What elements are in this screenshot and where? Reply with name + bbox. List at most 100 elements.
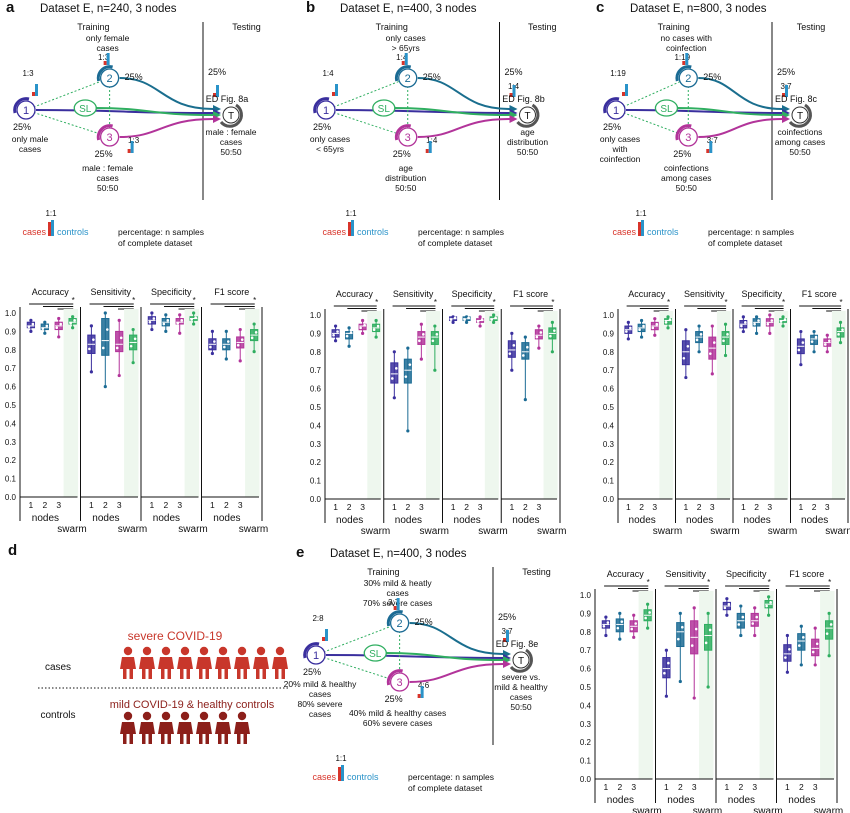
node-1-circle — [606, 100, 626, 120]
data-point — [710, 372, 714, 376]
data-point — [810, 340, 814, 343]
node3-ratio-controls-bar — [428, 141, 432, 153]
box — [836, 327, 845, 338]
node1-ratio-controls-bar — [335, 84, 338, 96]
cases-title: severe COVID-19 — [128, 629, 223, 643]
metric-title: F1 score — [802, 289, 837, 299]
data-point — [418, 339, 421, 343]
node-1-ring — [603, 97, 620, 114]
test-desc: mild & healthy — [494, 682, 548, 692]
x-tick-label: 2 — [405, 502, 410, 512]
data-point — [739, 633, 743, 638]
x-tick-label: 1 — [798, 502, 803, 512]
node2-ratio-cases-bar — [682, 61, 686, 65]
node2-ratio: 1:4 — [396, 53, 408, 62]
person-body — [215, 657, 231, 669]
data-point — [813, 663, 817, 667]
data-point — [799, 624, 803, 628]
data-point — [755, 615, 759, 619]
data-point — [751, 622, 755, 625]
x-tick-label: 3 — [652, 502, 657, 512]
y-tick-label: 0.7 — [5, 364, 17, 373]
testing-label: Testing — [232, 22, 261, 32]
node1-ratio-controls-bar — [325, 629, 328, 641]
swarm-shading — [638, 591, 654, 779]
data-point — [210, 329, 214, 333]
significance-star: * — [840, 298, 843, 307]
legend-controls: controls — [57, 227, 89, 237]
y-tick-label: 0.2 — [5, 456, 17, 465]
panel-letter: d — [8, 542, 17, 559]
person-body — [177, 657, 193, 669]
test-reference: ED Fig. 8b — [502, 94, 545, 104]
x-tick-label: 3 — [752, 782, 757, 792]
node1-pct: 25% — [313, 122, 331, 132]
box — [676, 622, 685, 648]
data-point — [463, 318, 466, 321]
data-point — [697, 350, 701, 354]
controls-title: mild COVID-19 & healthy controls — [110, 699, 275, 711]
data-point — [419, 357, 423, 361]
node-link — [615, 77, 689, 111]
node3-ratio: 1:4 — [426, 136, 438, 145]
data-point — [117, 373, 121, 378]
data-point — [785, 670, 789, 674]
data-point — [837, 333, 840, 336]
node1-desc: cases — [309, 709, 331, 719]
legend-ratio: 1:1 — [345, 209, 357, 218]
data-point — [254, 331, 258, 334]
data-point — [150, 311, 154, 315]
data-point — [812, 350, 816, 354]
test-desc: among cases — [775, 137, 826, 147]
x-tick-label: 2 — [464, 502, 469, 512]
legend-ratio: 1:1 — [635, 209, 647, 218]
x-tick-label: 2 — [754, 502, 759, 512]
person-body — [158, 657, 174, 669]
data-point — [192, 311, 196, 315]
metric-title: Specificity — [726, 569, 767, 579]
data-point — [210, 351, 214, 356]
node-3-circle — [678, 127, 698, 147]
person-leg — [256, 669, 260, 679]
nodes-label: nodes — [728, 795, 755, 806]
x-tick-label: 1 — [210, 500, 215, 510]
swarm-learning-label: SL — [79, 104, 92, 115]
node-3-ring — [96, 124, 113, 141]
nodes-label: nodes — [153, 513, 180, 524]
swarm-shading — [659, 311, 674, 499]
legend-percentage-note: percentage: n samples — [418, 227, 504, 237]
node2-pct: 25% — [423, 72, 441, 82]
nodes-label: nodes — [607, 795, 634, 806]
swarm-shading — [759, 591, 775, 779]
data-point — [713, 341, 716, 344]
node2-pct: 25% — [415, 617, 433, 627]
box — [101, 318, 110, 356]
node1-ratio: 2:8 — [312, 614, 324, 623]
node-2-number: 2 — [397, 618, 403, 630]
flow-arrow — [676, 107, 783, 116]
box — [175, 318, 184, 325]
data-point — [682, 356, 686, 360]
data-point — [618, 611, 622, 615]
data-point — [646, 626, 650, 630]
x-tick-label: 3 — [419, 502, 424, 512]
node-3-circle — [398, 127, 418, 147]
node-1-number: 1 — [23, 105, 29, 117]
data-point — [704, 641, 708, 645]
node3-desc: 50:50 — [676, 183, 698, 193]
x-tick-label: 1 — [392, 502, 397, 512]
training-label: Training — [658, 22, 690, 32]
data-point — [653, 333, 657, 337]
box — [615, 618, 624, 633]
swarm-label: swarm — [57, 524, 86, 535]
node-2-ring — [675, 65, 692, 82]
data-point — [678, 679, 682, 684]
data-point — [741, 329, 745, 334]
person-leg — [205, 734, 209, 744]
y-tick-label: 0.4 — [310, 421, 322, 430]
data-point — [779, 320, 783, 323]
node-3-circle — [389, 672, 410, 692]
data-point — [480, 318, 484, 321]
data-point — [510, 331, 514, 335]
node1-desc: only male — [12, 134, 49, 144]
